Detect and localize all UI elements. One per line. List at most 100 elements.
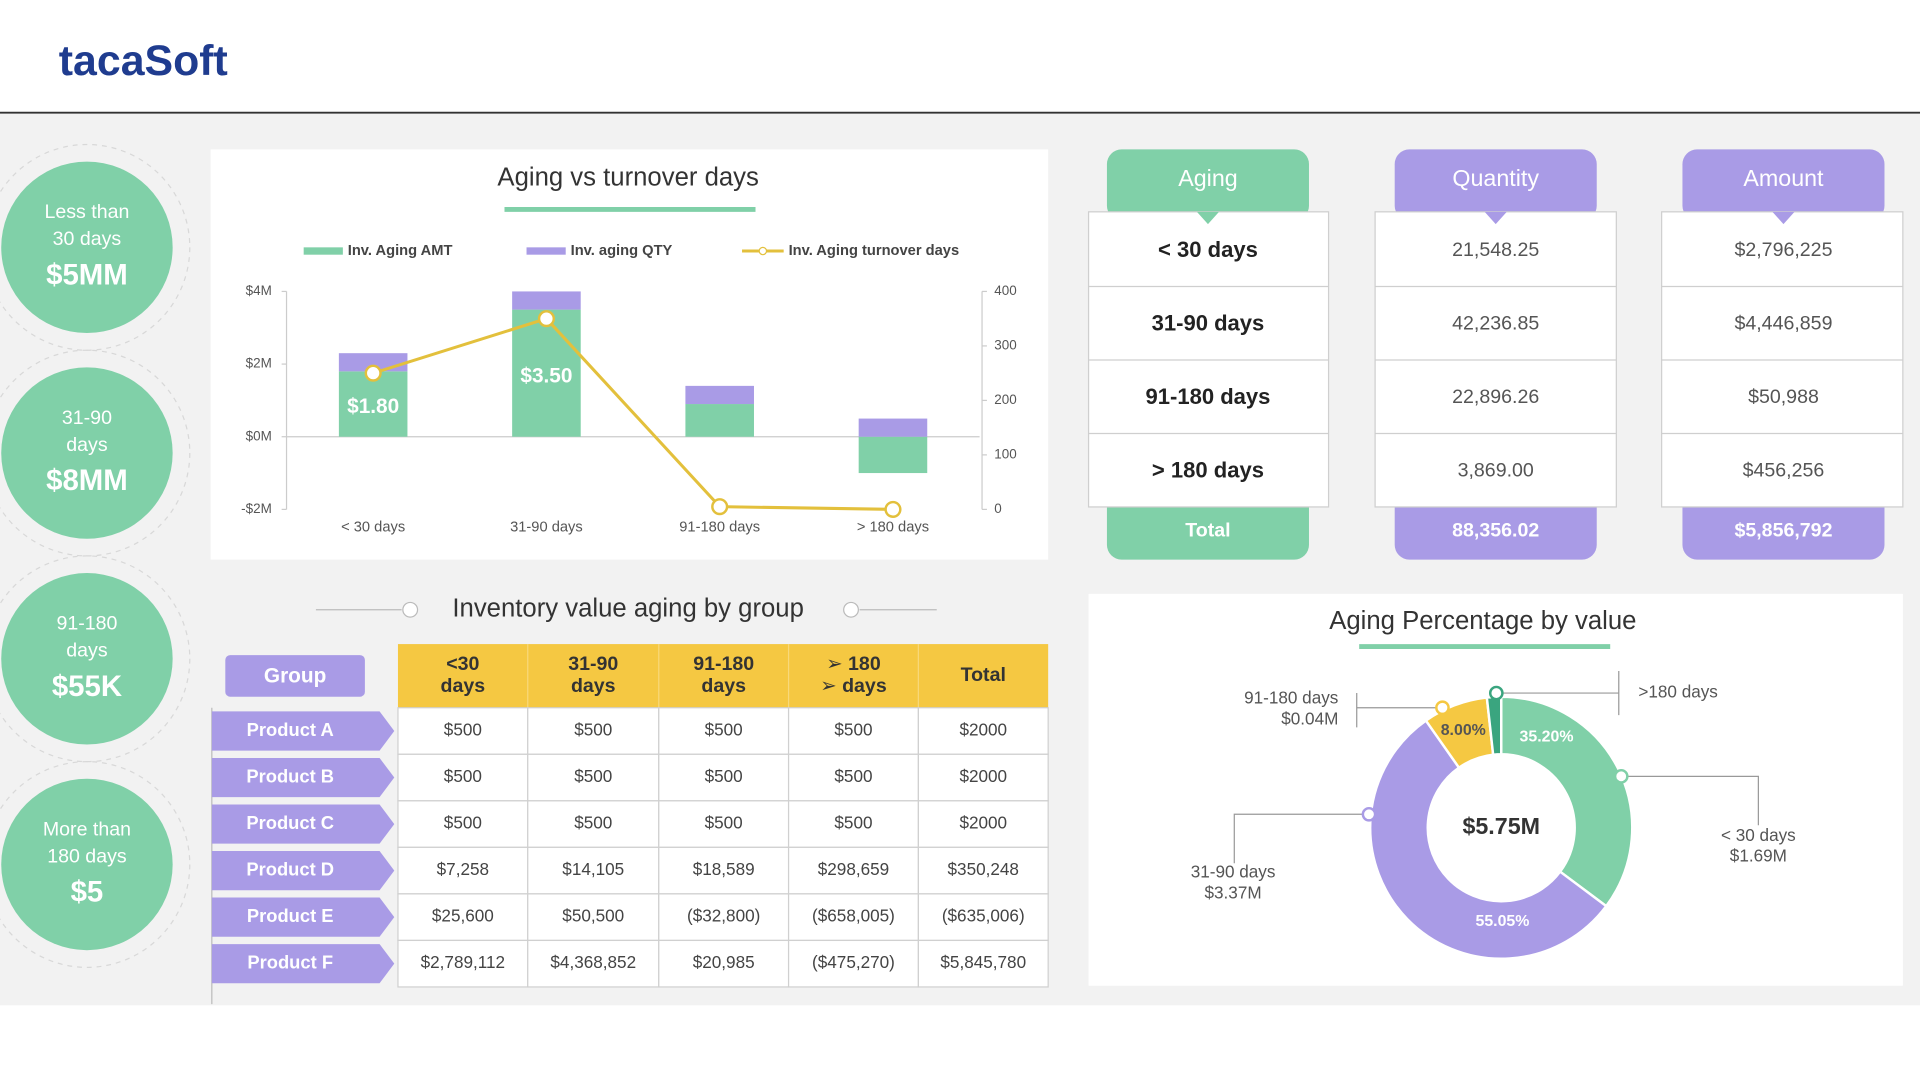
chart-title: Aging Percentage by value — [1329, 607, 1636, 635]
product-label: Product A — [247, 719, 334, 740]
table-value: $20,985 — [693, 952, 755, 972]
line-marker — [884, 500, 902, 518]
donut-slice — [1500, 695, 1634, 908]
column-header: <30 — [446, 653, 479, 675]
summary-header: Quantity — [1452, 165, 1539, 191]
table-value: $2000 — [959, 813, 1007, 833]
summary-total: 88,356.02 — [1452, 520, 1539, 542]
leader-dot — [1361, 806, 1377, 822]
table-value: ($658,005) — [812, 906, 895, 926]
bubble-label: 30 days — [53, 228, 122, 250]
bubble — [1, 778, 173, 951]
bubble-label: 31-90 — [62, 407, 112, 429]
header-box — [1394, 149, 1597, 221]
center-label: $5.75M — [1462, 813, 1540, 839]
y2-tick-label: 300 — [994, 337, 1016, 352]
bubble — [1, 367, 173, 539]
slice-label: >180 days — [1638, 682, 1718, 702]
table-value: $25,600 — [432, 906, 494, 926]
aging-label: > 180 days — [1152, 457, 1264, 482]
y-tick-label: $2M — [246, 356, 272, 371]
bubble-label: Less than — [44, 201, 129, 223]
leader-dot — [1613, 768, 1629, 784]
product-label: Product B — [246, 765, 334, 786]
line-marker — [537, 310, 555, 328]
summary-header: Aging — [1178, 165, 1237, 191]
leader-line — [1356, 693, 1443, 728]
product-tag — [211, 757, 395, 798]
product-label: Product C — [246, 812, 334, 833]
header-pointer — [1484, 211, 1507, 225]
table-value: $500 — [705, 766, 743, 786]
aging-label: < 30 days — [1158, 237, 1258, 262]
y-tick-label: -$2M — [241, 501, 272, 516]
percent-label: 35.20% — [1520, 728, 1574, 745]
table-cell — [787, 707, 919, 755]
line-marker — [364, 364, 382, 382]
header-box — [1682, 149, 1885, 221]
table-cell — [917, 893, 1049, 942]
table-value: $500 — [705, 813, 743, 833]
summary-cell: $50,988 — [1748, 386, 1819, 408]
bubble-label: 180 days — [47, 845, 127, 867]
table-value: $500 — [574, 720, 612, 740]
table-value: $50,500 — [562, 906, 624, 926]
table-cell — [917, 753, 1049, 802]
summary-total: $5,856,792 — [1734, 520, 1832, 542]
data-label: $3.50 — [520, 364, 572, 387]
header-pointer — [1772, 211, 1795, 225]
table-value: ($635,006) — [942, 906, 1025, 926]
aging-label: 31-90 days — [1152, 310, 1265, 335]
aging-label: 91-180 days — [1145, 384, 1270, 409]
y2-tick-label: 400 — [994, 283, 1016, 298]
leader-line — [1621, 775, 1759, 826]
bubble-label: days — [66, 640, 108, 662]
legend-swatch — [526, 247, 566, 255]
product-tag — [211, 851, 395, 891]
column-header: 91-180 — [693, 653, 754, 675]
donut-slice — [1369, 718, 1608, 960]
table-value: $18,589 — [693, 859, 755, 879]
table-cell — [527, 800, 660, 848]
table-value: $5,845,780 — [940, 952, 1026, 972]
column-header: ➢ 180 — [826, 653, 881, 675]
bubble-ring — [0, 761, 191, 968]
table-value: $500 — [444, 766, 482, 786]
bar — [338, 371, 408, 437]
summary-cell: 3,869.00 — [1458, 460, 1534, 482]
header-band — [397, 644, 1049, 708]
slice-amount: $0.04M — [1281, 709, 1338, 729]
legend-marker — [758, 246, 768, 256]
y2-tick-label: 100 — [994, 446, 1016, 461]
legend-swatch — [303, 247, 343, 255]
bar — [858, 418, 928, 437]
y2-tick-label: 200 — [994, 392, 1016, 407]
table-value: $2000 — [959, 720, 1007, 740]
chart-title: Aging vs turnover days — [497, 164, 758, 192]
bar — [512, 291, 581, 310]
column-header: days — [701, 675, 746, 697]
legend-label: Inv. aging QTY — [571, 243, 673, 259]
leader-line — [1496, 671, 1620, 716]
table-value: $500 — [444, 813, 482, 833]
summary-cell: $2,796,225 — [1734, 239, 1832, 261]
table-value: $500 — [444, 720, 482, 740]
table-cell — [917, 800, 1049, 848]
column-header: days — [441, 675, 486, 697]
x-tick-label: 31-90 days — [510, 520, 583, 536]
table-cell — [397, 846, 529, 895]
table-cell — [787, 753, 919, 802]
summary-total: Total — [1185, 520, 1230, 542]
leader-dot — [1488, 685, 1504, 701]
table-cell — [658, 939, 790, 988]
y-tick-label: $4M — [246, 283, 272, 298]
leader-line — [1233, 813, 1369, 864]
table-value: $298,659 — [818, 859, 889, 879]
bar — [512, 309, 581, 437]
legend-label: Inv. Aging AMT — [348, 243, 453, 259]
product-tag — [211, 804, 395, 844]
data-label: $1.80 — [347, 395, 399, 418]
summary-cell: 42,236.85 — [1452, 313, 1539, 335]
bubble-value: $5 — [71, 876, 104, 909]
